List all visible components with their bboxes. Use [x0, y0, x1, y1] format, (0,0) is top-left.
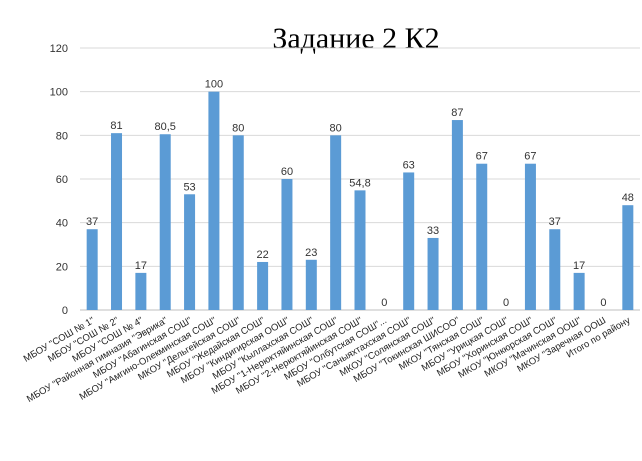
y-tick-label: 0 [62, 305, 68, 317]
y-tick-label: 20 [56, 261, 68, 273]
category-labels: МБОУ "СОШ № 1"МБОУ "СОШ № 2"МБОУ "СОШ № … [22, 315, 633, 405]
bars [86, 91, 634, 311]
data-label: 63 [403, 159, 415, 171]
y-tick-label: 80 [56, 130, 68, 142]
data-label: 22 [256, 249, 268, 261]
y-tick-label: 100 [50, 87, 68, 99]
bar [184, 194, 196, 310]
bar [281, 179, 293, 310]
bar [622, 205, 634, 310]
data-label: 17 [135, 260, 147, 272]
y-tick-label: 40 [56, 218, 68, 230]
y-axis-ticks: 0 20 40 60 80 100 120 [50, 43, 68, 317]
data-label: 80,5 [155, 121, 176, 133]
bar [451, 120, 463, 310]
bar [305, 259, 317, 310]
data-label: 80 [330, 122, 342, 134]
data-label: 67 [524, 151, 536, 163]
data-label: 54,8 [349, 177, 370, 189]
data-label: 37 [86, 216, 98, 228]
chart-title: Задание 2 К2 [272, 22, 439, 55]
bar [208, 91, 220, 311]
bar [549, 229, 561, 310]
data-label: 17 [573, 260, 585, 272]
y-tick-label: 120 [50, 43, 68, 55]
data-label: 37 [549, 216, 561, 228]
bar [111, 133, 123, 310]
data-label: 48 [622, 192, 634, 204]
y-tick-label: 60 [56, 174, 68, 186]
bar [403, 172, 415, 310]
data-label: 0 [381, 297, 387, 309]
data-label: 53 [183, 181, 195, 193]
data-label: 60 [281, 166, 293, 178]
bar [476, 163, 488, 310]
data-label: 81 [110, 120, 122, 132]
data-label: 80 [232, 122, 244, 134]
bar [159, 134, 171, 310]
data-label: 0 [600, 297, 606, 309]
data-label: 0 [503, 297, 509, 309]
bar [86, 229, 98, 310]
bar [354, 190, 366, 310]
data-labels: 37 81 17 80,5 53 100 80 22 60 23 80 54,8 0 63 33 87 67 0 6… [86, 79, 634, 309]
bar [232, 135, 244, 310]
data-label: 33 [427, 225, 439, 237]
bar [427, 237, 439, 310]
data-label: 67 [476, 151, 488, 163]
data-label: 100 [205, 79, 223, 91]
bar [573, 272, 585, 310]
bar [257, 261, 269, 310]
bar [135, 272, 147, 310]
data-label: 87 [451, 107, 463, 119]
bar [524, 163, 536, 310]
data-label: 23 [305, 247, 317, 259]
bar [330, 135, 342, 310]
